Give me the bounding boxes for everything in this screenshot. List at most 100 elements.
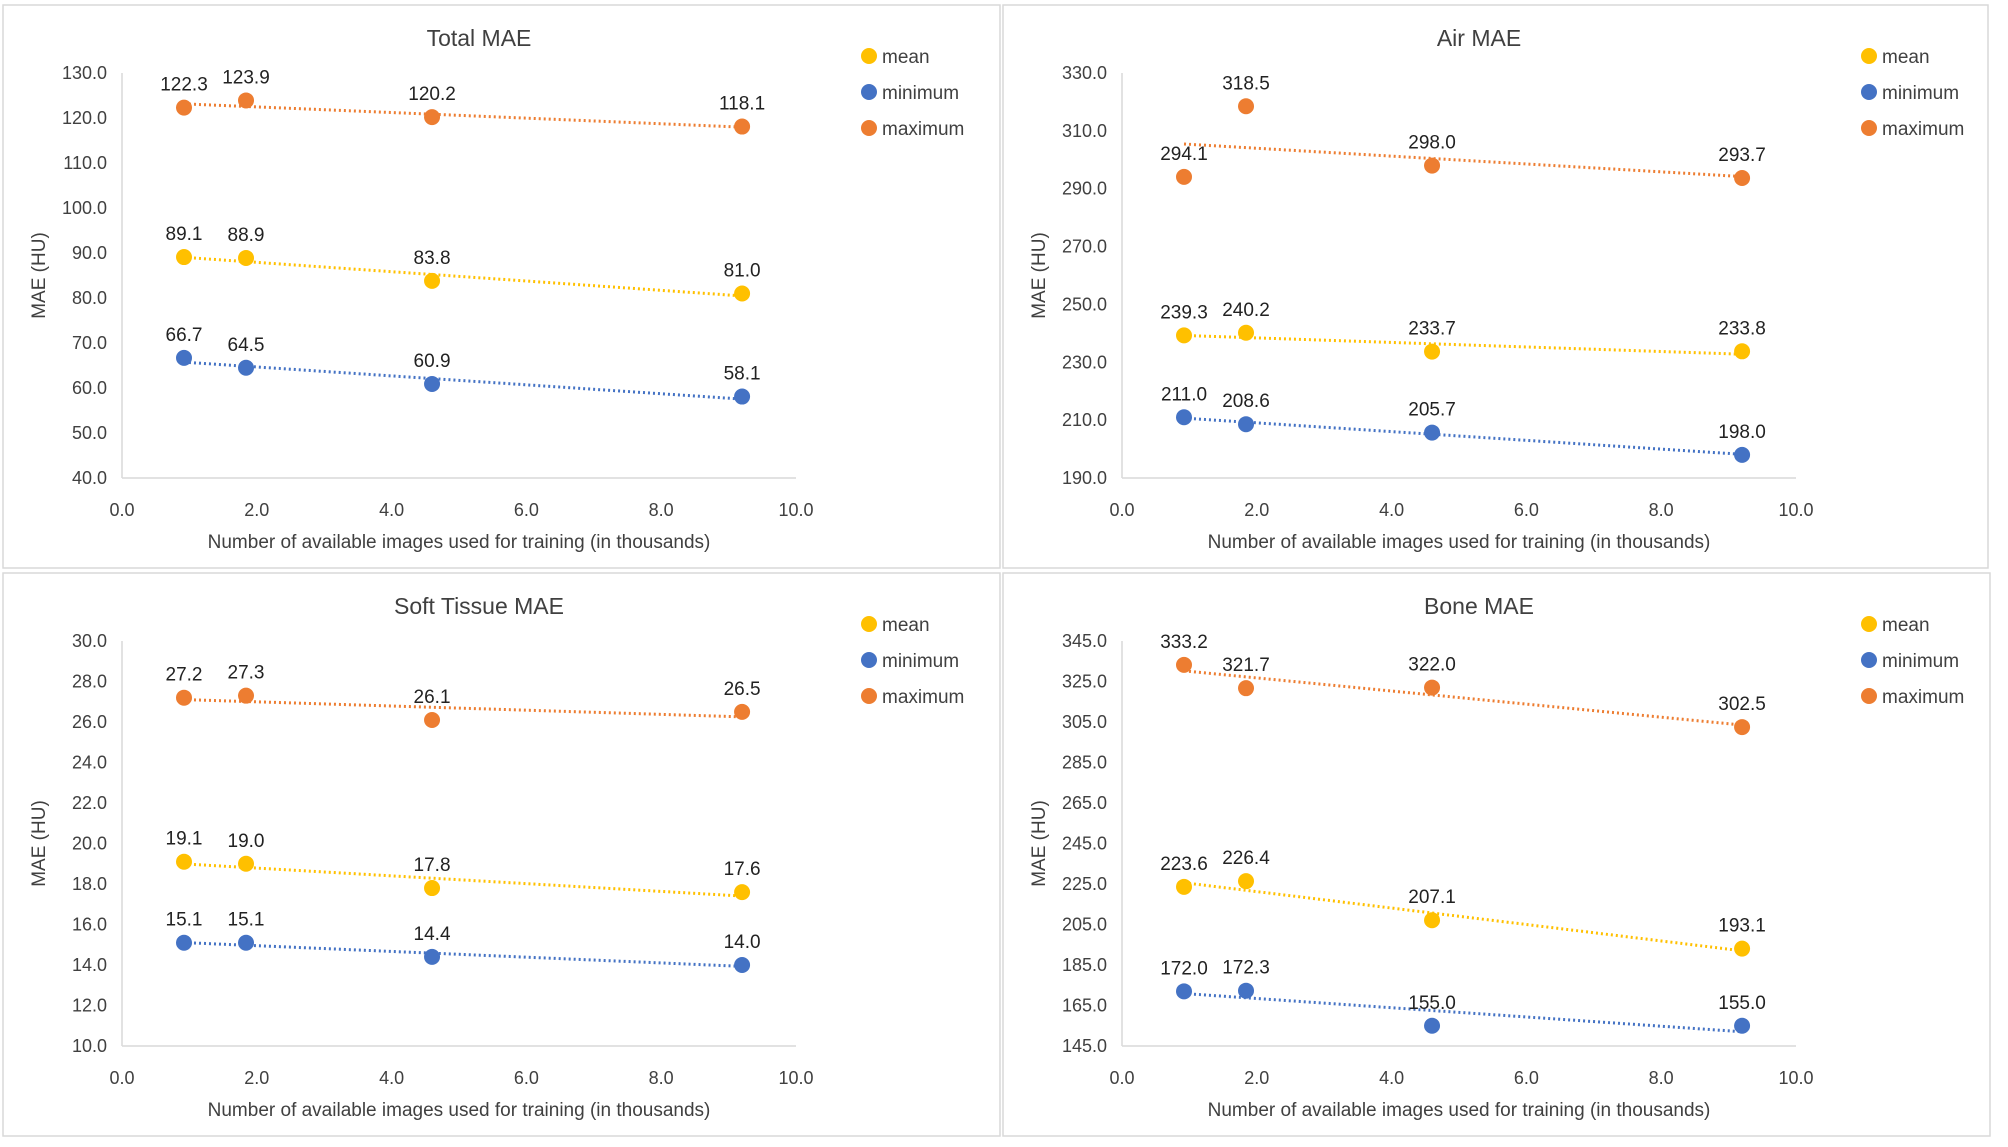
data-point-maximum — [1238, 98, 1255, 115]
y-tick-label: 265.0 — [1062, 793, 1107, 813]
data-label-maximum: 294.1 — [1160, 144, 1208, 165]
data-label-maximum: 123.9 — [222, 67, 270, 88]
data-label-mean: 88.9 — [228, 225, 265, 246]
y-tick-label: 130.0 — [62, 63, 107, 83]
trendline-minimum — [1183, 416, 1743, 456]
legend-marker-maximum — [861, 688, 877, 704]
data-label-maximum: 26.1 — [414, 687, 451, 708]
trendline-mean — [1183, 333, 1743, 356]
chart-panel-2: Soft Tissue MAE 10.0 12.0 14.0 16.0 18.0 20.0 2… — [2, 572, 1001, 1137]
legend-label-maximum: maximum — [1882, 119, 1964, 140]
x-tick-label: 6.0 — [1514, 500, 1539, 520]
data-point-mean — [176, 249, 193, 266]
data-label-minimum: 155.0 — [1718, 993, 1766, 1014]
data-point-minimum — [734, 388, 751, 405]
trendline-maximum — [1183, 669, 1743, 727]
y-tick-label: 225.0 — [1062, 874, 1107, 894]
y-tick-label: 210.0 — [1062, 410, 1107, 430]
x-axis-label: Number of available images used for trai… — [208, 532, 711, 553]
data-point-minimum — [238, 934, 255, 951]
trendline-mean — [183, 255, 743, 298]
y-tick-label: 190.0 — [1062, 468, 1107, 488]
legend-label-mean: mean — [1882, 47, 1930, 68]
y-axis-label: MAE (HU) — [1029, 232, 1050, 319]
y-tick-label: 230.0 — [1062, 352, 1107, 372]
data-label-mean: 83.8 — [414, 248, 451, 269]
data-label-minimum: 14.4 — [414, 924, 451, 945]
x-tick-label: 2.0 — [1244, 500, 1269, 520]
y-tick-label: 270.0 — [1062, 237, 1107, 257]
y-tick-label: 205.0 — [1062, 915, 1107, 935]
legend-marker-mean — [861, 48, 877, 64]
x-tick-label: 8.0 — [649, 500, 674, 520]
x-axis-label: Number of available images used for trai… — [1208, 1100, 1711, 1121]
trendline-maximum — [183, 102, 743, 129]
y-tick-label: 90.0 — [72, 243, 107, 263]
data-point-minimum — [1176, 409, 1193, 426]
data-label-mean: 226.4 — [1222, 848, 1270, 869]
data-label-minimum: 198.0 — [1718, 422, 1766, 443]
y-axis-label: MAE (HU) — [1029, 800, 1050, 887]
data-point-minimum — [1424, 424, 1441, 441]
data-label-maximum: 333.2 — [1160, 632, 1208, 653]
data-label-mean: 240.2 — [1222, 300, 1270, 321]
data-point-maximum — [1176, 168, 1193, 185]
y-tick-label: 165.0 — [1062, 996, 1107, 1016]
data-label-mean: 233.7 — [1408, 319, 1456, 340]
x-tick-label: 4.0 — [1379, 500, 1404, 520]
x-tick-label: 10.0 — [778, 500, 813, 520]
data-label-maximum: 27.3 — [228, 663, 265, 684]
panel-border — [2, 4, 1001, 569]
legend-marker-minimum — [861, 84, 877, 100]
data-label-maximum: 298.0 — [1408, 133, 1456, 154]
legend-label-mean: mean — [882, 47, 930, 68]
data-label-maximum: 118.1 — [719, 94, 765, 115]
data-point-mean — [1176, 327, 1193, 344]
data-label-maximum: 322.0 — [1408, 655, 1456, 676]
data-label-mean: 223.6 — [1160, 854, 1208, 875]
data-label-maximum: 302.5 — [1718, 694, 1766, 715]
data-label-minimum: 14.0 — [724, 932, 761, 953]
y-tick-label: 145.0 — [1062, 1036, 1107, 1056]
x-tick-label: 8.0 — [649, 1068, 674, 1088]
x-tick-label: 6.0 — [514, 1068, 539, 1088]
y-tick-label: 30.0 — [72, 631, 107, 651]
data-label-minimum: 208.6 — [1222, 391, 1270, 412]
data-point-minimum — [1734, 1017, 1751, 1034]
data-point-mean — [238, 855, 255, 872]
data-label-maximum: 26.5 — [724, 679, 761, 700]
y-tick-label: 60.0 — [72, 378, 107, 398]
data-point-minimum — [1424, 1017, 1441, 1034]
trendline-mean — [1183, 881, 1743, 953]
data-label-minimum: 66.7 — [166, 325, 203, 346]
data-label-maximum: 27.2 — [166, 665, 203, 686]
trendline-mean — [183, 862, 743, 898]
y-tick-label: 50.0 — [72, 423, 107, 443]
data-point-maximum — [1734, 170, 1751, 187]
data-label-mean: 233.8 — [1718, 318, 1766, 339]
x-tick-label: 4.0 — [379, 500, 404, 520]
data-point-mean — [1424, 343, 1441, 360]
legend-marker-minimum — [861, 652, 877, 668]
data-point-mean — [734, 285, 751, 302]
trendline-maximum — [1183, 142, 1743, 179]
x-tick-label: 2.0 — [244, 1068, 269, 1088]
chart-panel-1: Air MAE 190.0 210.0 230.0 250.0 270.0 290.0 310… — [1002, 4, 1989, 569]
data-point-maximum — [424, 109, 441, 126]
x-tick-label: 10.0 — [1778, 1068, 1813, 1088]
y-tick-label: 310.0 — [1062, 121, 1107, 141]
data-label-minimum: 15.1 — [228, 910, 265, 931]
y-tick-label: 305.0 — [1062, 712, 1107, 732]
y-tick-label: 14.0 — [72, 955, 107, 975]
legend-label-mean: mean — [1882, 615, 1930, 636]
data-point-maximum — [238, 92, 255, 109]
data-point-minimum — [1176, 983, 1193, 1000]
chart-title: Bone MAE — [1424, 593, 1534, 619]
data-point-mean — [1238, 324, 1255, 341]
legend-marker-mean — [1861, 48, 1877, 64]
y-tick-label: 110.0 — [63, 153, 107, 173]
x-tick-label: 6.0 — [1514, 1068, 1539, 1088]
y-axis-label: MAE (HU) — [29, 800, 50, 887]
y-tick-label: 12.0 — [72, 996, 107, 1016]
data-point-maximum — [238, 687, 255, 704]
